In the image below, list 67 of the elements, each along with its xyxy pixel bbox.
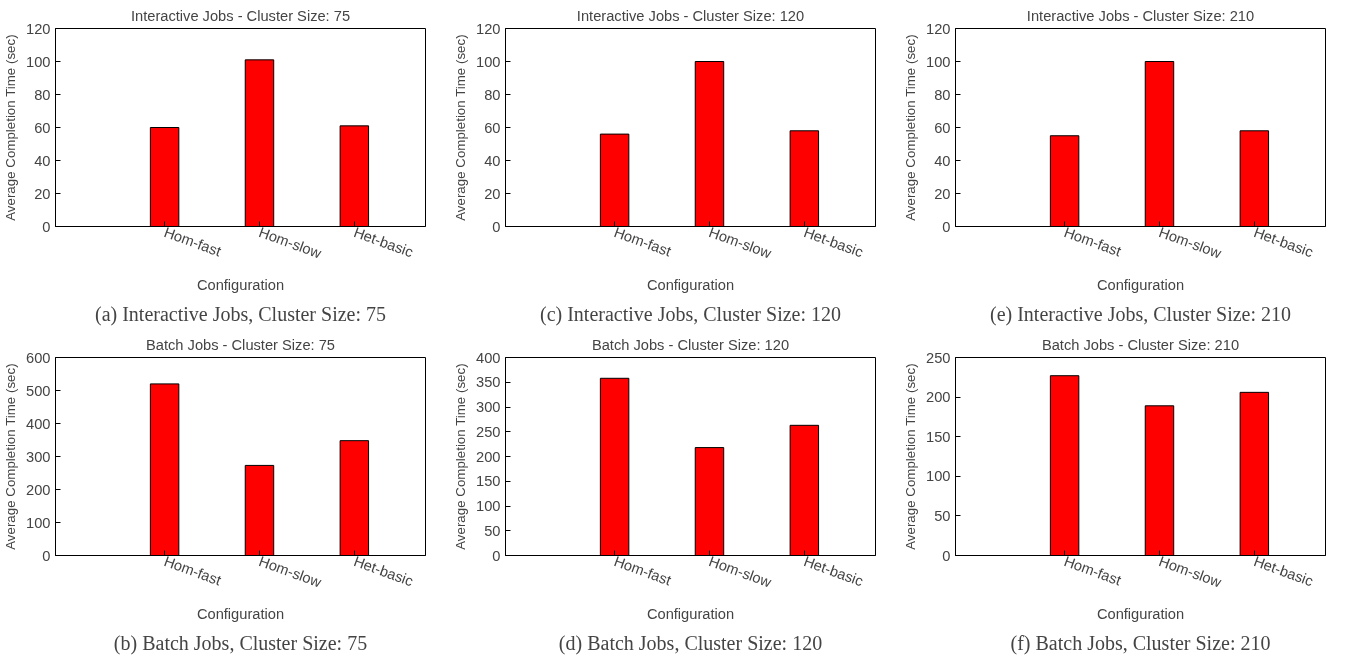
y-tick-label: 120 bbox=[926, 20, 951, 37]
x-axis-title: Configuration bbox=[1096, 605, 1185, 622]
y-tick-label: 100 bbox=[26, 514, 51, 531]
y-tick-label: 20 bbox=[934, 185, 951, 202]
chart-title: Interactive Jobs - Cluster Size: 75 bbox=[130, 7, 351, 24]
chart-title: Batch Jobs - Cluster Size: 120 bbox=[591, 336, 790, 353]
text: (b) Batch Jobs, Cluster Size: 75 bbox=[113, 631, 368, 655]
y-tick-label: 120 bbox=[26, 20, 51, 37]
y-tick-label: 500 bbox=[26, 382, 51, 399]
y-axis-title: Average Completion Time (sec) bbox=[3, 363, 19, 550]
chart-title: Interactive Jobs - Cluster Size: 120 bbox=[576, 7, 805, 24]
y-tick-label: 0 bbox=[492, 547, 501, 564]
y-tick-label: 100 bbox=[926, 468, 951, 485]
text: (e) Interactive Jobs, Cluster Size: 210 bbox=[989, 302, 1292, 326]
y-tick-label: 400 bbox=[476, 349, 501, 366]
y-axis-title: Average Completion Time (sec) bbox=[903, 34, 919, 221]
x-axis-title: Configuration bbox=[1096, 276, 1185, 293]
y-axis-title: Average Completion Time (sec) bbox=[903, 363, 919, 550]
y-tick-label: 150 bbox=[476, 473, 501, 490]
y-axis-title: Average Completion Time (sec) bbox=[453, 34, 469, 221]
y-tick-label: 20 bbox=[34, 185, 51, 202]
y-tick-label: 200 bbox=[476, 448, 501, 465]
y-tick-label: 50 bbox=[934, 507, 951, 524]
y-tick-label: 100 bbox=[926, 53, 951, 70]
y-tick-label: 0 bbox=[42, 218, 51, 235]
y-tick-label: 0 bbox=[492, 218, 501, 235]
x-axis-title: Configuration bbox=[646, 605, 735, 622]
y-tick-label: 50 bbox=[484, 522, 501, 539]
y-tick-label: 250 bbox=[476, 423, 501, 440]
y-tick-label: 350 bbox=[476, 374, 501, 391]
y-tick-label: 100 bbox=[476, 53, 501, 70]
y-tick-label: 120 bbox=[476, 20, 501, 37]
y-tick-label: 0 bbox=[42, 547, 51, 564]
y-tick-label: 250 bbox=[926, 349, 951, 366]
y-tick-label: 300 bbox=[26, 448, 51, 465]
text: (d) Batch Jobs, Cluster Size: 120 bbox=[558, 631, 823, 655]
chart-title: Interactive Jobs - Cluster Size: 210 bbox=[1026, 7, 1255, 24]
y-tick-label: 80 bbox=[484, 86, 501, 103]
y-tick-label: 0 bbox=[942, 218, 951, 235]
y-tick-label: 100 bbox=[26, 53, 51, 70]
y-tick-label: 150 bbox=[926, 428, 951, 445]
y-tick-label: 80 bbox=[34, 86, 51, 103]
y-tick-label: 20 bbox=[484, 185, 501, 202]
y-tick-label: 60 bbox=[934, 119, 951, 136]
y-tick-label: 0 bbox=[942, 547, 951, 564]
y-tick-label: 80 bbox=[934, 86, 951, 103]
y-tick-label: 60 bbox=[484, 119, 501, 136]
y-tick-label: 40 bbox=[934, 152, 951, 169]
text: (a) Interactive Jobs, Cluster Size: 75 bbox=[94, 302, 387, 326]
chart-title: Batch Jobs - Cluster Size: 210 bbox=[1041, 336, 1240, 353]
y-tick-label: 200 bbox=[926, 389, 951, 406]
y-tick-label: 200 bbox=[26, 481, 51, 498]
y-tick-label: 100 bbox=[476, 498, 501, 514]
y-tick-label: 40 bbox=[34, 152, 51, 169]
y-tick-label: 60 bbox=[34, 119, 51, 136]
y-axis-title: Average Completion Time (sec) bbox=[453, 363, 469, 550]
y-tick-label: 40 bbox=[484, 152, 501, 169]
chart-title: Batch Jobs - Cluster Size: 75 bbox=[146, 336, 336, 353]
text: (f) Batch Jobs, Cluster Size: 210 bbox=[1010, 631, 1271, 655]
y-tick-label: 300 bbox=[476, 399, 501, 415]
y-tick-label: 400 bbox=[26, 415, 51, 432]
x-axis-title: Configuration bbox=[196, 605, 285, 622]
text: (c) Interactive Jobs, Cluster Size: 120 bbox=[539, 302, 842, 326]
y-axis-title: Average Completion Time (sec) bbox=[3, 34, 19, 221]
x-axis-title: Configuration bbox=[196, 276, 285, 293]
y-tick-label: 600 bbox=[26, 349, 51, 366]
x-axis-title: Configuration bbox=[646, 276, 735, 293]
